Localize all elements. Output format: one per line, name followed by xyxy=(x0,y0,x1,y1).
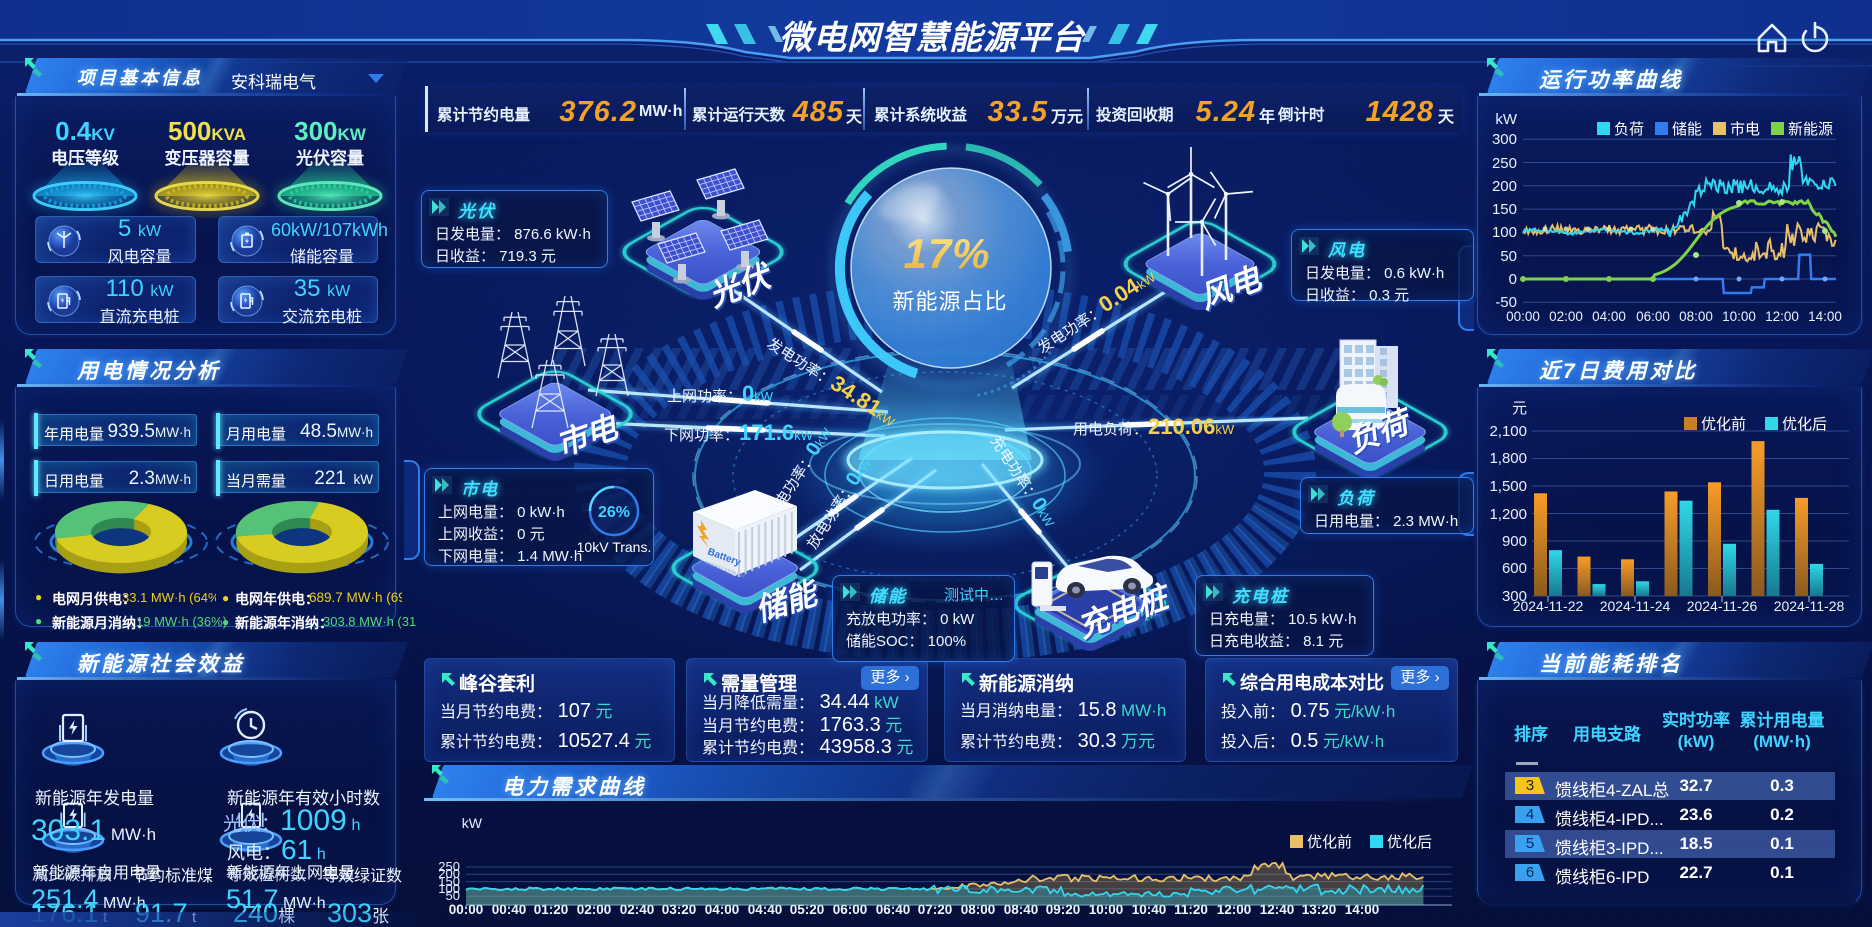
svg-text:元: 元 xyxy=(1512,400,1527,417)
svg-text:250: 250 xyxy=(1492,155,1517,172)
svg-text:07:20: 07:20 xyxy=(918,902,953,917)
svg-text:10:40: 10:40 xyxy=(1132,902,1167,917)
svg-text:200: 200 xyxy=(1492,178,1517,195)
svg-text:微电网智慧能源平台: 微电网智慧能源平台 xyxy=(779,19,1086,56)
svg-text:08:00: 08:00 xyxy=(1679,309,1713,324)
svg-text:09:20: 09:20 xyxy=(1046,902,1081,917)
svg-text:50: 50 xyxy=(1500,248,1517,265)
svg-text:市电: 市电 xyxy=(1730,121,1760,138)
svg-text:01:20: 01:20 xyxy=(534,902,569,917)
svg-text:12:00: 12:00 xyxy=(1217,902,1252,917)
svg-text:-50: -50 xyxy=(1495,294,1517,311)
svg-text:优化后: 优化后 xyxy=(1387,834,1432,851)
svg-text:150: 150 xyxy=(1492,201,1517,218)
svg-text:12:00: 12:00 xyxy=(1765,309,1799,324)
svg-text:2,100: 2,100 xyxy=(1489,423,1527,440)
svg-text:05:20: 05:20 xyxy=(790,902,825,917)
svg-text:13:20: 13:20 xyxy=(1302,902,1337,917)
svg-text:17%: 17% xyxy=(903,230,990,277)
svg-text:下网功率：171.6kW: 下网功率：171.6kW xyxy=(664,420,814,445)
svg-text:300: 300 xyxy=(1502,588,1527,605)
svg-text:06:40: 06:40 xyxy=(876,902,911,917)
svg-text:10kV Trans.: 10kV Trans. xyxy=(577,539,652,555)
svg-text:新能源占比: 新能源占比 xyxy=(892,289,1007,314)
svg-text:600: 600 xyxy=(1502,560,1527,577)
svg-text:06:00: 06:00 xyxy=(833,902,868,917)
svg-text:10:00: 10:00 xyxy=(1722,309,1756,324)
svg-text:新能源: 新能源 xyxy=(1788,121,1833,138)
svg-text:2024-11-22: 2024-11-22 xyxy=(1513,598,1584,614)
svg-text:2024-11-24: 2024-11-24 xyxy=(1600,598,1671,614)
svg-text:kW: kW xyxy=(1495,111,1518,128)
svg-text:900: 900 xyxy=(1502,533,1527,550)
svg-text:26%: 26% xyxy=(598,504,630,521)
svg-text:0: 0 xyxy=(1509,271,1517,288)
svg-text:00:40: 00:40 xyxy=(492,902,527,917)
svg-text:14:00: 14:00 xyxy=(1808,309,1842,324)
svg-text:kW: kW xyxy=(462,815,483,831)
svg-text:储能: 储能 xyxy=(1672,121,1702,138)
svg-text:250: 250 xyxy=(438,859,460,874)
svg-text:50: 50 xyxy=(446,888,460,903)
svg-text:300: 300 xyxy=(1492,131,1517,148)
svg-text:00:00: 00:00 xyxy=(449,902,484,917)
svg-text:2024-11-28: 2024-11-28 xyxy=(1774,598,1845,614)
svg-text:2024-11-26: 2024-11-26 xyxy=(1687,598,1758,614)
svg-text:08:00: 08:00 xyxy=(961,902,996,917)
svg-text:1,200: 1,200 xyxy=(1489,506,1527,523)
svg-text:100: 100 xyxy=(438,881,460,896)
svg-text:02:40: 02:40 xyxy=(620,902,655,917)
svg-text:10:00: 10:00 xyxy=(1089,902,1124,917)
svg-text:150: 150 xyxy=(438,874,460,889)
svg-text:优化前: 优化前 xyxy=(1701,416,1746,433)
svg-text:06:00: 06:00 xyxy=(1636,309,1670,324)
svg-text:04:00: 04:00 xyxy=(1592,309,1626,324)
svg-text:11:20: 11:20 xyxy=(1174,902,1208,917)
svg-text:08:40: 08:40 xyxy=(1004,902,1039,917)
svg-text:100: 100 xyxy=(1492,224,1517,241)
svg-text:优化前: 优化前 xyxy=(1307,834,1352,851)
svg-text:优化后: 优化后 xyxy=(1782,416,1827,433)
svg-text:1,800: 1,800 xyxy=(1489,450,1527,467)
svg-text:负荷: 负荷 xyxy=(1614,121,1644,138)
svg-text:1,500: 1,500 xyxy=(1489,478,1527,495)
svg-text:03:20: 03:20 xyxy=(662,902,697,917)
svg-text:04:40: 04:40 xyxy=(748,902,783,917)
svg-text:200: 200 xyxy=(438,866,460,881)
svg-text:14:00: 14:00 xyxy=(1345,902,1380,917)
svg-text:02:00: 02:00 xyxy=(1549,309,1583,324)
svg-text:00:00: 00:00 xyxy=(1506,309,1540,324)
svg-text:02:00: 02:00 xyxy=(577,902,612,917)
svg-text:04:00: 04:00 xyxy=(705,902,740,917)
svg-text:12:40: 12:40 xyxy=(1260,902,1295,917)
